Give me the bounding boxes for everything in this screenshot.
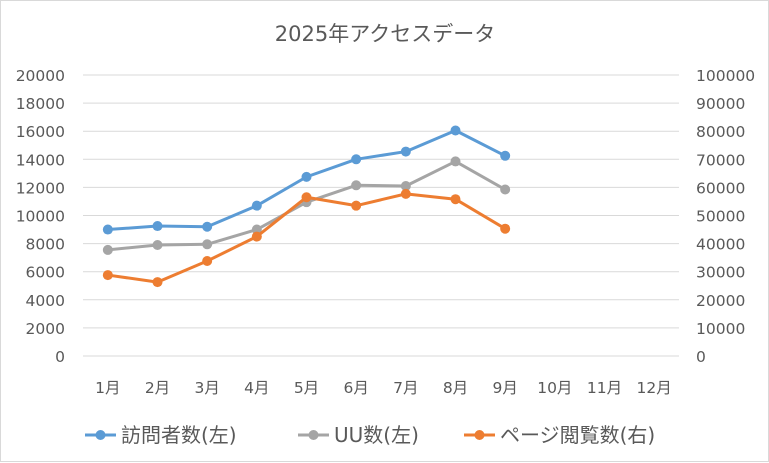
x-axis-tick-label: 3月 bbox=[194, 379, 219, 397]
data-point bbox=[202, 221, 213, 232]
series-left bbox=[102, 156, 511, 255]
data-point bbox=[301, 171, 312, 182]
x-axis-tick-label: 10月 bbox=[537, 379, 572, 397]
legend-label: 訪問者数(左) bbox=[121, 423, 237, 447]
legend: 訪問者数(左) UU数(左) ページ閲覧数(右) bbox=[85, 423, 655, 447]
data-point bbox=[251, 231, 262, 242]
right-axis-tick-label: 10000 bbox=[696, 320, 745, 338]
right-axis-tick-label: 40000 bbox=[696, 236, 745, 254]
data-point bbox=[450, 194, 461, 205]
x-axis-tick-label: 7月 bbox=[393, 379, 418, 397]
left-axis-tick-label: 4000 bbox=[26, 292, 65, 310]
x-axis-tick-label: 2月 bbox=[145, 379, 170, 397]
right-axis-tick-label: 60000 bbox=[696, 179, 745, 197]
left-axis-tick-label: 12000 bbox=[16, 179, 65, 197]
data-point bbox=[251, 224, 262, 235]
data-point bbox=[450, 156, 461, 167]
data-point bbox=[500, 150, 511, 161]
data-point bbox=[202, 256, 213, 267]
data-point bbox=[152, 221, 163, 232]
data-point bbox=[251, 200, 262, 211]
left-axis-tick-label: 18000 bbox=[16, 95, 65, 113]
data-point bbox=[152, 277, 163, 288]
left-axis-tick-label: 6000 bbox=[26, 264, 65, 282]
legend-item: UU数(左) bbox=[298, 423, 419, 447]
legend-label: ページ閲覧数(右) bbox=[500, 423, 655, 447]
right-axis-tick-label: 20000 bbox=[696, 292, 745, 310]
right-axis-tick-label: 80000 bbox=[696, 123, 745, 141]
left-axis-tick-label: 20000 bbox=[16, 67, 65, 85]
legend-marker-icon bbox=[95, 430, 106, 440]
left-axis-tick-label: 2000 bbox=[26, 320, 65, 338]
data-point bbox=[102, 244, 113, 255]
left-axis-ticks: 0 2000 4000 6000 8000 10000 12000 14000 16000 180… bbox=[16, 67, 65, 366]
data-point bbox=[500, 184, 511, 195]
data-point bbox=[202, 239, 213, 250]
x-axis-ticks: 1月 2月 3月 4月 5月 6月 7月 8月 9月 10月 11月 12月 bbox=[95, 379, 672, 397]
x-axis-tick-label: 9月 bbox=[492, 379, 517, 397]
data-point bbox=[500, 223, 511, 234]
data-point bbox=[152, 240, 163, 251]
right-axis-ticks: 0 10000 20000 30000 40000 50000 60000 70000 8000… bbox=[696, 67, 755, 366]
data-point bbox=[351, 180, 362, 191]
gridlines bbox=[83, 74, 679, 357]
legend-marker-icon bbox=[308, 430, 319, 440]
left-axis-tick-label: 16000 bbox=[16, 123, 65, 141]
left-axis-tick-label: 8000 bbox=[26, 236, 65, 254]
data-point bbox=[400, 180, 411, 191]
data-point bbox=[351, 154, 362, 165]
right-axis-tick-label: 100000 bbox=[696, 67, 755, 85]
data-point bbox=[102, 224, 113, 235]
series-right bbox=[102, 188, 511, 288]
data-point bbox=[450, 125, 461, 136]
right-axis-tick-label: 30000 bbox=[696, 264, 745, 282]
legend-item: 訪問者数(左) bbox=[85, 423, 237, 447]
data-point bbox=[301, 192, 312, 203]
x-axis-tick-label: 4月 bbox=[244, 379, 269, 397]
right-axis-tick-label: 0 bbox=[696, 348, 706, 366]
legend-item: ページ閲覧数(右) bbox=[464, 423, 655, 447]
right-axis-tick-label: 50000 bbox=[696, 208, 745, 226]
left-axis-tick-label: 14000 bbox=[16, 151, 65, 169]
x-axis-tick-label: 11月 bbox=[587, 379, 622, 397]
left-axis-tick-label: 10000 bbox=[16, 208, 65, 226]
chart-title: 2025年アクセスデータ bbox=[275, 22, 495, 46]
right-axis-tick-label: 70000 bbox=[696, 151, 745, 169]
x-axis-tick-label: 5月 bbox=[294, 379, 319, 397]
right-axis-tick-label: 90000 bbox=[696, 95, 745, 113]
legend-label: UU数(左) bbox=[334, 423, 419, 447]
data-point bbox=[351, 200, 362, 211]
series-layer bbox=[102, 125, 511, 288]
data-point bbox=[102, 270, 113, 281]
data-point bbox=[400, 146, 411, 157]
x-axis-tick-label: 8月 bbox=[443, 379, 468, 397]
left-axis-tick-label: 0 bbox=[55, 348, 65, 366]
x-axis-tick-label: 6月 bbox=[343, 379, 368, 397]
series-left bbox=[102, 125, 511, 235]
data-point bbox=[400, 188, 411, 199]
x-axis-tick-label: 12月 bbox=[637, 379, 672, 397]
legend-marker-icon bbox=[474, 430, 485, 440]
x-axis-tick-label: 1月 bbox=[95, 379, 120, 397]
